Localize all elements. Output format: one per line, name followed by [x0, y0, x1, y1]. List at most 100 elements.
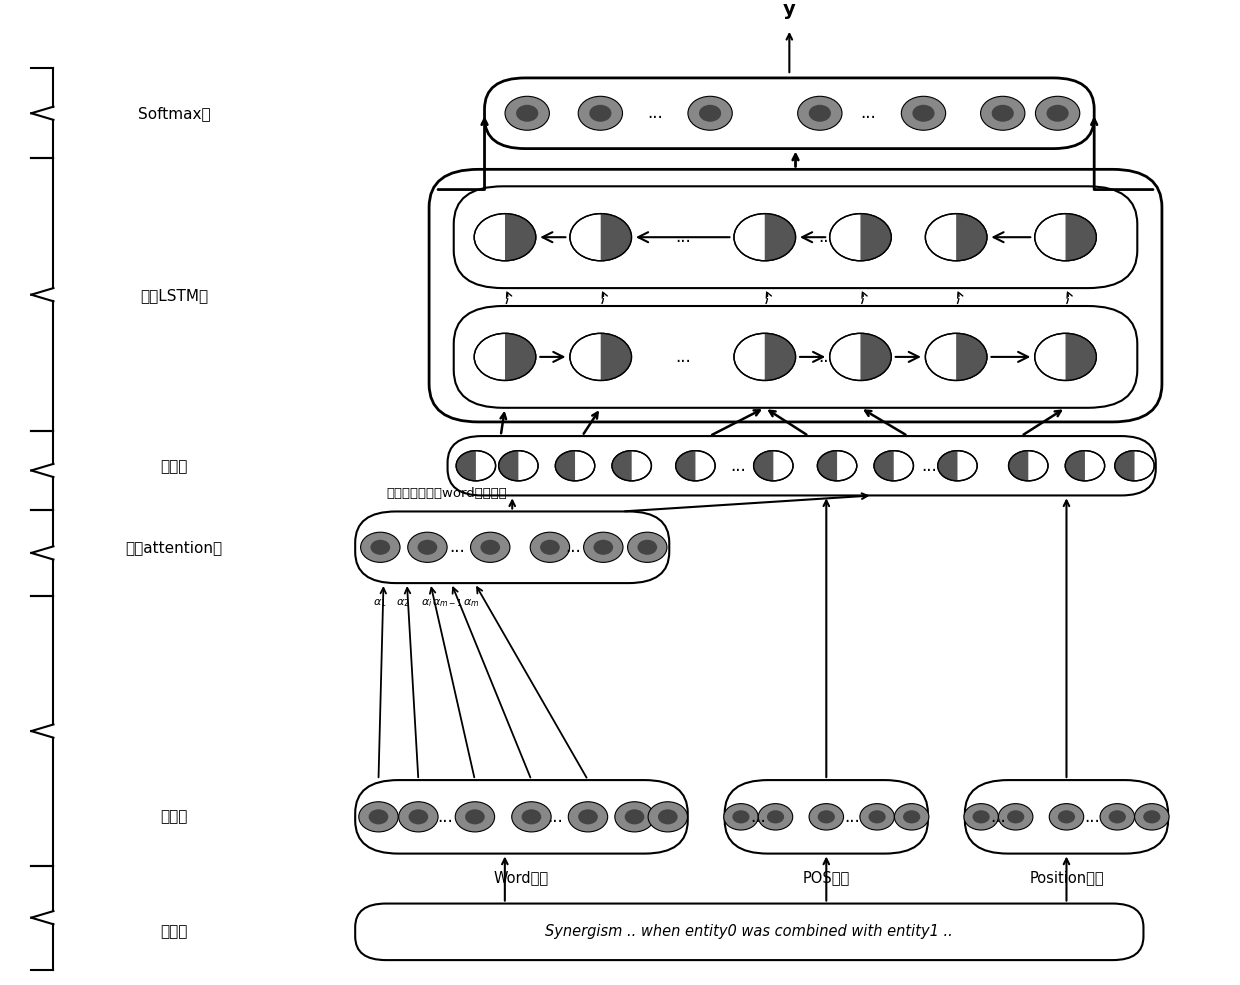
- Circle shape: [830, 333, 892, 380]
- Circle shape: [1049, 804, 1084, 830]
- Polygon shape: [937, 451, 957, 481]
- Circle shape: [568, 802, 608, 832]
- Text: Softmax层: Softmax层: [138, 106, 211, 121]
- Circle shape: [556, 451, 595, 481]
- Circle shape: [734, 333, 796, 380]
- Circle shape: [688, 97, 733, 130]
- Circle shape: [797, 97, 842, 130]
- Text: 面向候选实体的word嵌入向量: 面向候选实体的word嵌入向量: [387, 488, 507, 500]
- Circle shape: [408, 532, 448, 562]
- Circle shape: [808, 804, 843, 830]
- Text: ...: ...: [438, 808, 453, 825]
- Circle shape: [455, 802, 495, 832]
- Polygon shape: [1065, 451, 1085, 481]
- Circle shape: [570, 214, 631, 261]
- Circle shape: [830, 214, 892, 261]
- Text: ...: ...: [818, 348, 835, 365]
- Circle shape: [937, 451, 977, 481]
- Circle shape: [724, 804, 758, 830]
- Text: ...: ...: [921, 457, 937, 475]
- Circle shape: [625, 810, 645, 824]
- Text: $\alpha_2$: $\alpha_2$: [397, 597, 410, 609]
- Circle shape: [734, 214, 796, 261]
- FancyBboxPatch shape: [355, 511, 670, 583]
- Polygon shape: [765, 214, 796, 261]
- Polygon shape: [505, 214, 536, 261]
- Circle shape: [874, 451, 914, 481]
- Text: Word索引: Word索引: [494, 871, 549, 886]
- Circle shape: [578, 97, 622, 130]
- Polygon shape: [956, 333, 987, 380]
- Circle shape: [361, 532, 401, 562]
- Circle shape: [1115, 451, 1154, 481]
- Text: ...: ...: [647, 104, 663, 122]
- Circle shape: [1047, 104, 1069, 122]
- Polygon shape: [861, 333, 892, 380]
- Polygon shape: [600, 333, 631, 380]
- Circle shape: [981, 97, 1025, 130]
- Circle shape: [817, 451, 857, 481]
- FancyBboxPatch shape: [485, 78, 1094, 149]
- Circle shape: [465, 810, 485, 824]
- Circle shape: [859, 804, 894, 830]
- Circle shape: [408, 810, 428, 824]
- Circle shape: [963, 804, 998, 830]
- Circle shape: [808, 104, 831, 122]
- Circle shape: [615, 802, 655, 832]
- Circle shape: [368, 810, 388, 824]
- Polygon shape: [556, 451, 575, 481]
- Text: ...: ...: [750, 808, 766, 825]
- Text: ...: ...: [991, 808, 1007, 825]
- Circle shape: [733, 811, 749, 823]
- Circle shape: [754, 451, 794, 481]
- Circle shape: [998, 804, 1033, 830]
- Circle shape: [901, 97, 946, 130]
- Circle shape: [470, 532, 510, 562]
- Text: ...: ...: [449, 538, 465, 557]
- Polygon shape: [1115, 451, 1135, 481]
- Text: 输入层: 输入层: [160, 924, 187, 940]
- Circle shape: [613, 451, 651, 481]
- Text: Position索引: Position索引: [1029, 871, 1104, 886]
- FancyBboxPatch shape: [454, 186, 1137, 288]
- Circle shape: [925, 214, 987, 261]
- Circle shape: [570, 333, 631, 380]
- Circle shape: [399, 802, 438, 832]
- Polygon shape: [1065, 214, 1096, 261]
- Text: $\alpha_i$: $\alpha_i$: [420, 597, 433, 609]
- Circle shape: [817, 811, 835, 823]
- Polygon shape: [765, 333, 796, 380]
- Circle shape: [371, 540, 391, 555]
- Text: 合并层: 合并层: [160, 459, 187, 474]
- Circle shape: [1135, 804, 1169, 830]
- Circle shape: [505, 97, 549, 130]
- Polygon shape: [1065, 333, 1096, 380]
- Text: ...: ...: [861, 104, 877, 122]
- Circle shape: [1058, 811, 1075, 823]
- FancyBboxPatch shape: [355, 780, 688, 854]
- Circle shape: [649, 802, 687, 832]
- Circle shape: [868, 811, 885, 823]
- Circle shape: [531, 532, 569, 562]
- FancyBboxPatch shape: [355, 903, 1143, 960]
- Text: ...: ...: [844, 808, 859, 825]
- Circle shape: [1100, 804, 1135, 830]
- Circle shape: [516, 104, 538, 122]
- Text: ...: ...: [730, 457, 745, 475]
- Circle shape: [584, 532, 622, 562]
- Text: $\alpha_m$: $\alpha_m$: [463, 597, 479, 609]
- Polygon shape: [498, 451, 518, 481]
- Polygon shape: [676, 451, 696, 481]
- Polygon shape: [505, 333, 536, 380]
- Circle shape: [1143, 811, 1161, 823]
- Circle shape: [658, 810, 677, 824]
- Circle shape: [1034, 333, 1096, 380]
- Circle shape: [358, 802, 398, 832]
- Text: 双向LSTM层: 双向LSTM层: [140, 289, 208, 303]
- Circle shape: [992, 104, 1014, 122]
- Circle shape: [1008, 451, 1048, 481]
- Circle shape: [972, 811, 990, 823]
- Text: 嵌入层: 嵌入层: [160, 810, 187, 824]
- Text: y: y: [782, 0, 796, 20]
- Polygon shape: [874, 451, 894, 481]
